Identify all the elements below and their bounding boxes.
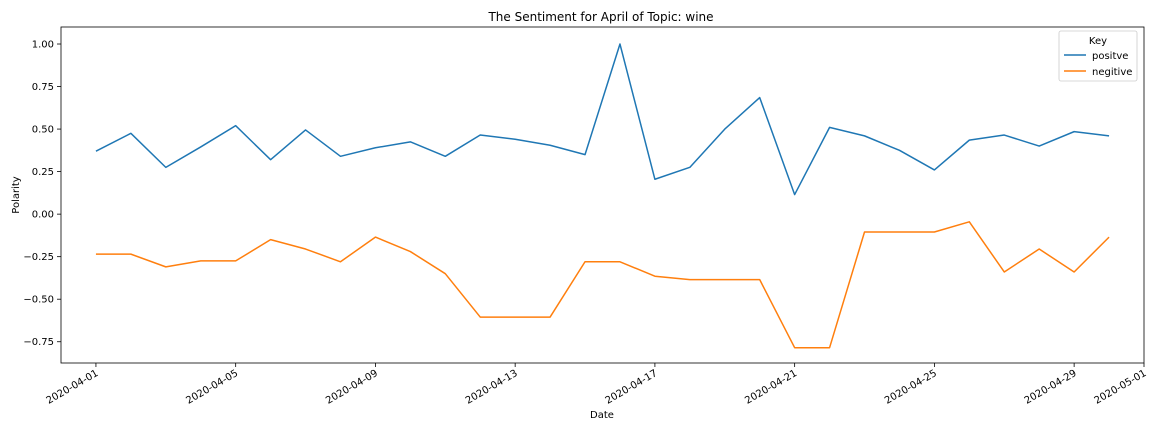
y-tick-label: 0.00 <box>32 210 54 221</box>
y-tick-label: −0.25 <box>23 252 54 263</box>
series-lines <box>95 43 1110 349</box>
x-tick-label: 2020-04-13 <box>464 368 520 407</box>
x-tick-label: 2020-04-01 <box>45 368 101 407</box>
y-tick-label: −0.50 <box>23 295 54 306</box>
legend-label-negative: negitive <box>1092 67 1132 78</box>
x-tick-label: 2020-04-25 <box>883 368 939 407</box>
legend-title: Key <box>1089 36 1107 47</box>
x-tick-label: 2020-05-01 <box>1093 368 1149 407</box>
x-axis: 2020-04-01 2020-04-05 2020-04-09 2020-04-13… <box>45 363 1149 407</box>
x-tick-label: 2020-04-17 <box>604 368 660 407</box>
y-tick-label: 0.50 <box>32 125 54 136</box>
x-axis-label: Date <box>590 410 614 421</box>
legend-box <box>1058 30 1138 82</box>
series-line-negative <box>95 221 1110 349</box>
y-tick-label: 0.75 <box>32 82 54 93</box>
y-tick-label: 0.25 <box>32 167 54 178</box>
y-tick-label: −0.75 <box>23 337 54 348</box>
x-tick-label: 2020-04-29 <box>1023 368 1079 407</box>
chart-title: The Sentiment for April of Topic: wine <box>487 10 713 24</box>
y-axis: 1.00 0.75 0.50 0.25 0.00 −0.25 −0.50 −0.75 <box>23 40 61 348</box>
series-line-positive <box>95 43 1110 196</box>
legend: Key positve negitive <box>1058 30 1138 82</box>
x-tick-label: 2020-04-21 <box>743 368 799 407</box>
x-tick-label: 2020-04-09 <box>324 368 380 407</box>
x-tick-label: 2020-04-05 <box>184 368 240 407</box>
plot-area <box>60 26 1145 364</box>
y-axis-label: Polarity <box>11 176 22 214</box>
y-tick-label: 1.00 <box>32 40 54 51</box>
legend-label-positive: positve <box>1092 51 1128 62</box>
